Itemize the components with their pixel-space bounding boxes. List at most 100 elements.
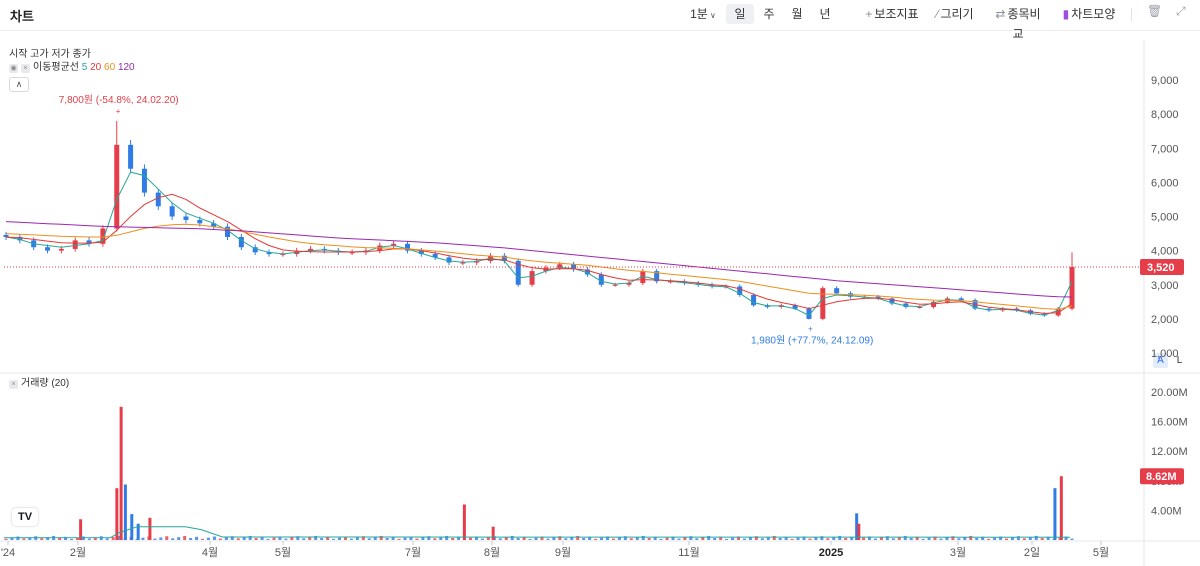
volume-bar [361,536,365,540]
volume-bar [272,537,276,540]
volume-spike-bar [491,526,495,540]
volume-bar [826,538,830,540]
volume-bar [117,535,121,540]
candle-body [225,226,231,237]
volume-bar [903,535,907,540]
period-year[interactable]: 년 [819,7,831,21]
close-icon[interactable]: × [9,380,18,389]
auto-scale-button[interactable]: A [1153,353,1168,368]
volume-spike-bar [115,488,119,540]
candle-body [252,247,258,253]
volume-bar [790,538,794,540]
volume-spike-bar [130,514,134,540]
period-day[interactable]: 일 [726,4,754,24]
volume-bar [183,535,187,540]
candle-body [917,306,923,308]
period-week[interactable]: 주 [763,7,775,21]
interval-dropdown[interactable]: 1분 ∨ [688,4,718,24]
time-tick-label: 2월 [70,546,86,559]
trash-icon[interactable]: 🗑 [1147,4,1163,18]
ohlc-legend: 시작 고가 저가 종가 [9,49,91,60]
compare-button[interactable]: ⇄ 종목비교 [990,4,1046,41]
candle-body [958,298,964,301]
volume-bar [844,538,848,540]
volume-bar [1046,536,1050,540]
volume-bar [451,538,455,540]
volume-bar [689,536,693,540]
period-month[interactable]: 월 [791,7,803,21]
volume-bar [349,538,353,540]
last-volume-tag [1140,468,1184,485]
draw-label: 그리기 [940,7,974,21]
volume-tick-label: 4.00M [1151,505,1182,517]
volume-spike-bar [79,519,83,540]
candle-body [654,271,660,282]
high-annotation: 7,800원 (-54.8%, 24.02.20) [59,94,179,106]
volume-bar [796,537,800,540]
volume-bar [570,537,574,540]
volume-spike-bar [136,523,140,540]
volume-bar [284,538,288,540]
time-tick-label: 4월 [202,546,218,559]
candle-body [584,269,590,275]
volume-bar [70,538,74,540]
ma-line-60 [5,223,1073,310]
candle-body [100,228,106,244]
volume-bar [921,538,925,540]
volume-spike-bar [119,406,123,540]
volume-bar [141,537,145,540]
indicators-button[interactable]: + 보조지표 [864,4,920,24]
volume-bar [445,535,449,540]
candle-body [529,271,535,285]
ma-period-120: 120 [117,62,135,73]
volume-bar [343,536,347,540]
time-tick-label: 8월 [484,546,500,559]
expand-icon[interactable]: ⤢ [1176,4,1186,18]
volume-bar [469,537,473,540]
candle-body [612,284,618,286]
volume-bar [945,537,949,540]
candle-body [557,264,563,268]
candle-body [820,288,826,319]
volume-bar [427,536,431,540]
volume-bar [963,537,967,540]
candle-body [792,305,798,309]
candle-body [571,264,577,270]
volume-bar [81,536,85,540]
candle-body [418,250,424,255]
price-volume-chart[interactable]: 1,000 2,000 3,000 4,000 5,000 6,000 7,000 8,000… [0,30,1200,566]
volume-bar [814,537,818,540]
chart-style-button[interactable]: ▮ 차트모양 [1059,4,1119,24]
volume-spike-bar [855,513,859,540]
volume-bar [671,536,675,540]
draw-button[interactable]: ⁄ 그리기 [932,4,978,24]
volume-spike-bar [462,504,466,540]
volume-bar [933,536,937,540]
close-icon[interactable]: × [21,64,30,73]
volume-bar [617,537,621,540]
log-scale-button[interactable]: L [1176,355,1183,366]
volume-bar [701,537,705,540]
toolbar-divider [1131,8,1132,21]
plus-icon: + [865,7,873,21]
ma-line-20 [5,193,1073,314]
candle-body [737,286,743,295]
candle-body [1069,267,1075,309]
candle-body [72,240,78,249]
volume-bar [784,536,788,540]
volume-bar [653,536,657,540]
volume-bar [772,535,776,540]
volume-bar [510,535,514,540]
volume-bar [1016,536,1020,540]
volume-bar [564,538,568,540]
ma-legend-label: 이동평균선 [33,62,79,73]
volume-bar [629,538,633,540]
volume-spike-bar [148,517,152,540]
volume-bar [337,537,341,540]
hide-icon[interactable]: ◉ [9,64,18,73]
volume-bar [254,538,258,540]
volume-bar [474,536,478,540]
time-tick-label: '24 [1,547,15,559]
collapse-legend-button[interactable]: ∧ [9,77,29,92]
app-title: 차트 [10,9,34,24]
